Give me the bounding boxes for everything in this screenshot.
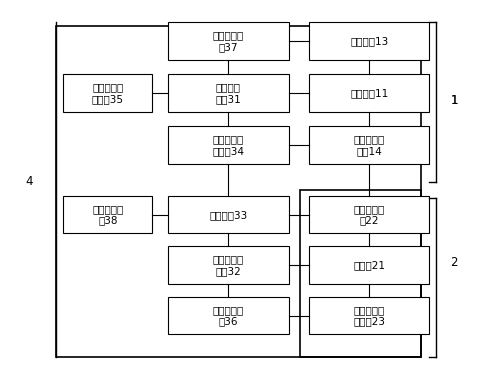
Text: 折弯速度控
制模块23: 折弯速度控 制模块23 — [353, 305, 385, 326]
Bar — [168, 22, 289, 60]
Text: 上翻角度控
制模块35: 上翻角度控 制模块35 — [92, 82, 124, 104]
Text: 速度接收模
块36: 速度接收模 块36 — [213, 305, 244, 326]
Text: 抽吸控制模
块37: 抽吸控制模 块37 — [213, 30, 244, 52]
Text: 1: 1 — [450, 94, 458, 107]
Bar — [300, 190, 420, 357]
Text: 2: 2 — [450, 256, 458, 269]
Text: 机器人定位
装置14: 机器人定位 装置14 — [353, 134, 385, 156]
Text: 定位模块33: 定位模块33 — [209, 210, 248, 220]
Bar — [63, 74, 153, 112]
Text: 定位调整模
块38: 定位调整模 块38 — [92, 204, 123, 226]
Bar — [309, 22, 429, 60]
Bar — [168, 126, 289, 164]
Text: 1: 1 — [450, 94, 458, 107]
Bar — [309, 247, 429, 284]
Text: 手臂控制
模块31: 手臂控制 模块31 — [216, 82, 241, 104]
Bar — [309, 297, 429, 334]
Bar — [309, 196, 429, 233]
Bar — [309, 74, 429, 112]
Text: 折弯刀21: 折弯刀21 — [353, 260, 385, 270]
Text: 折弯刀控制
模块32: 折弯刀控制 模块32 — [213, 255, 244, 276]
Bar — [168, 196, 289, 233]
Text: 机械手臂11: 机械手臂11 — [350, 88, 388, 98]
Bar — [168, 297, 289, 334]
Text: 抽吸装置13: 抽吸装置13 — [350, 36, 388, 46]
Text: 翻板速度控
制模块34: 翻板速度控 制模块34 — [212, 134, 245, 156]
Bar — [168, 247, 289, 284]
Text: 4: 4 — [26, 175, 33, 188]
Bar — [309, 126, 429, 164]
Bar — [56, 26, 420, 357]
Text: 折弯定位装
置22: 折弯定位装 置22 — [353, 204, 385, 226]
Bar — [168, 74, 289, 112]
Bar — [63, 196, 153, 233]
